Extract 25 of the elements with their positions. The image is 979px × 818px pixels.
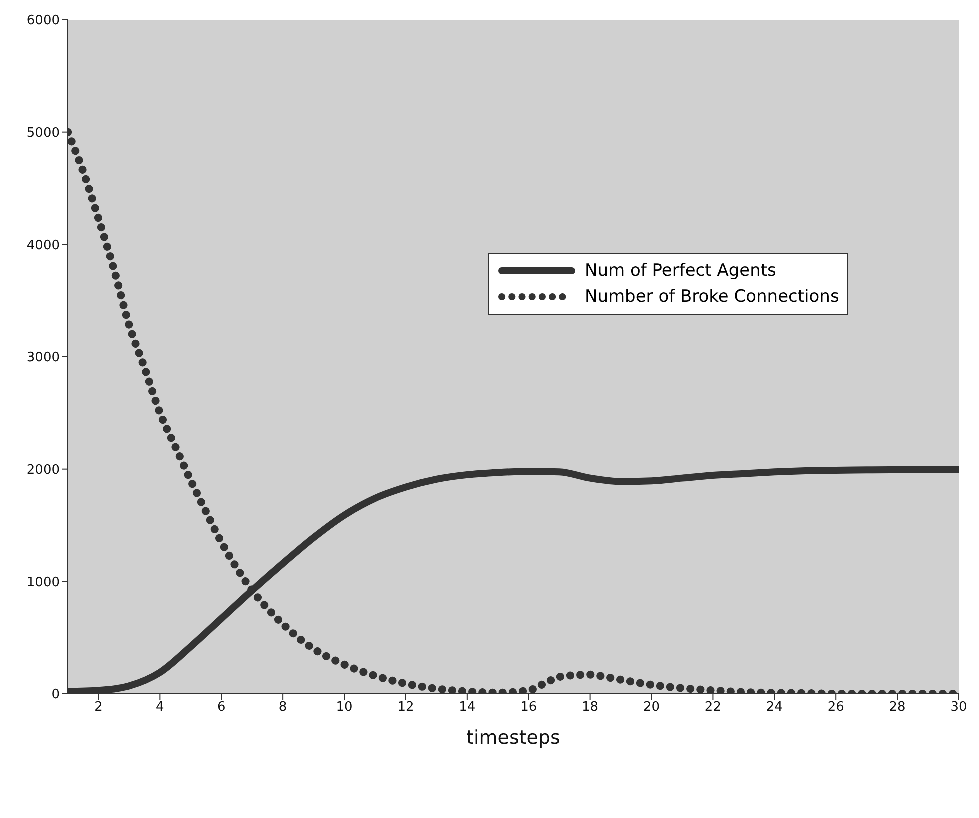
x-tick-label: 30	[950, 700, 968, 716]
x-tick-label: 2	[94, 700, 103, 716]
y-tick-label: 6000	[26, 14, 60, 29]
x-axis-title: timesteps	[466, 727, 560, 749]
x-tick-label: 26	[828, 700, 844, 716]
y-tick-label: 2000	[26, 462, 60, 478]
legend-label: Num of Perfect Agents	[585, 261, 776, 281]
x-tick-label: 8	[278, 700, 288, 716]
x-tick-label: 28	[889, 700, 906, 716]
x-tick-label: 14	[459, 700, 476, 716]
y-tick-label: 1000	[26, 575, 60, 590]
y-tick-label: 5000	[26, 126, 60, 141]
legend-label: Number of Broke Connections	[585, 287, 840, 307]
x-tick-label: 20	[643, 700, 660, 716]
x-tick-label: 12	[398, 700, 414, 716]
x-tick-label: 22	[704, 700, 722, 716]
y-tick-label: 0	[52, 688, 60, 703]
x-tick-label: 16	[520, 700, 538, 716]
y-tick-label: 3000	[26, 350, 60, 366]
x-tick-label: 10	[336, 700, 353, 716]
y-tick-label: 4000	[26, 238, 60, 254]
x-tick-label: 24	[766, 700, 783, 716]
x-tick-label: 18	[582, 700, 599, 716]
x-tick-label: 6	[217, 700, 226, 716]
x-tick-label: 4	[156, 700, 164, 716]
